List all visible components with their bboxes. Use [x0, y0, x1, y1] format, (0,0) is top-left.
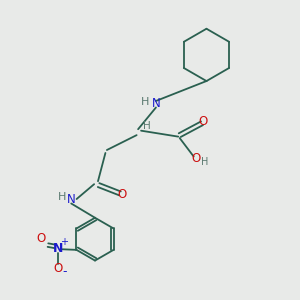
Text: H: H: [58, 192, 66, 202]
Text: H: H: [201, 158, 208, 167]
Text: O: O: [53, 262, 63, 275]
Text: +: +: [60, 236, 68, 247]
Text: O: O: [37, 232, 46, 245]
Text: H: H: [141, 97, 150, 106]
Text: O: O: [199, 115, 208, 128]
Text: N: N: [67, 194, 76, 206]
Text: H: H: [143, 121, 151, 130]
Text: N: N: [53, 242, 63, 255]
Text: O: O: [117, 188, 126, 201]
Text: -: -: [62, 265, 67, 278]
Text: N: N: [152, 97, 160, 110]
Text: O: O: [191, 152, 201, 165]
